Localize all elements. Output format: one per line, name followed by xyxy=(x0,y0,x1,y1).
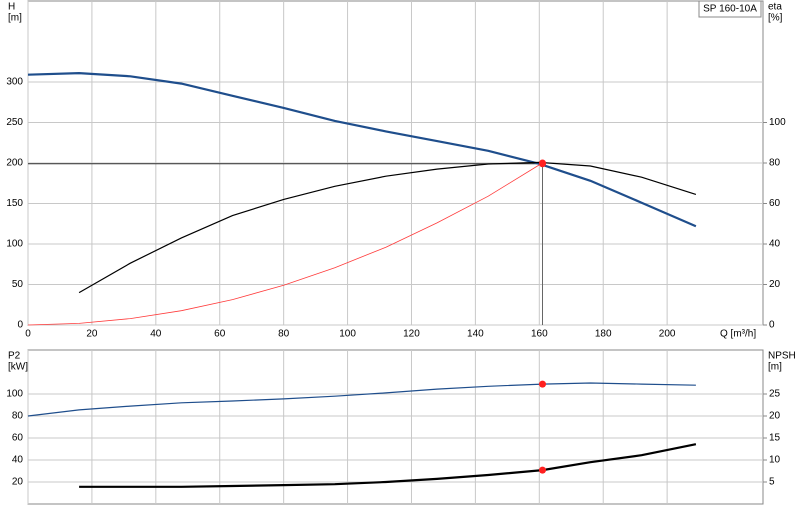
y-tick-label: 150 xyxy=(6,198,23,209)
y-axis-label: [kW] xyxy=(8,362,28,373)
x-tick-label: 100 xyxy=(339,329,356,340)
y2-tick-label: 5 xyxy=(769,477,775,488)
y-tick-label: 100 xyxy=(6,239,23,250)
y2-tick-label: 40 xyxy=(769,239,781,250)
label-box xyxy=(698,0,762,18)
duty-point xyxy=(539,159,546,167)
y-axis-label: P2 xyxy=(8,351,21,362)
y2-axis-label: NPSH xyxy=(768,351,796,362)
y-tick-label: 40 xyxy=(12,455,24,466)
y-axis-label: [m] xyxy=(8,13,22,24)
curve xyxy=(79,443,697,488)
y2-axis-label: [m] xyxy=(768,362,782,373)
x-tick-label: 160 xyxy=(531,329,548,340)
x-tick-label: 40 xyxy=(150,329,162,340)
curve xyxy=(27,382,696,417)
y2-tick-label: 20 xyxy=(769,279,781,290)
x-tick-label: 140 xyxy=(467,329,484,340)
x-tick-label: 200 xyxy=(659,329,676,340)
curve xyxy=(27,164,540,326)
x-tick-label: 180 xyxy=(595,329,612,340)
y-tick-label: 80 xyxy=(12,411,24,422)
y-tick-label: 250 xyxy=(6,117,23,128)
y-tick-label: 20 xyxy=(12,477,24,488)
y-axis-label: H xyxy=(8,2,15,13)
y2-axis-label: eta xyxy=(768,2,782,13)
y2-tick-label: 10 xyxy=(769,455,781,466)
y-tick-label: 60 xyxy=(12,433,24,444)
duty-point xyxy=(539,380,546,388)
x-tick-label: 60 xyxy=(214,329,226,340)
y-tick-label: 300 xyxy=(6,77,23,88)
curve xyxy=(27,71,697,228)
y-tick-label: 0 xyxy=(17,320,23,331)
curve xyxy=(78,161,697,294)
y2-tick-label: 20 xyxy=(769,411,781,422)
y2-tick-label: 80 xyxy=(769,158,781,169)
x-tick-label: 80 xyxy=(278,329,290,340)
x-tick-label: 120 xyxy=(403,329,420,340)
y2-tick-label: 25 xyxy=(769,389,781,400)
label-box-text: SP 160-10A xyxy=(703,4,757,15)
x-tick-label: 20 xyxy=(86,329,98,340)
y-tick-label: 200 xyxy=(6,158,23,169)
y2-tick-label: 100 xyxy=(769,117,786,128)
plot-area xyxy=(27,349,764,505)
y2-tick-label: 15 xyxy=(769,433,781,444)
y-tick-label: 50 xyxy=(12,279,24,290)
y-tick-label: 100 xyxy=(6,389,23,400)
x-axis-label: Q [m³/h] xyxy=(720,329,756,340)
y2-axis-label: [%] xyxy=(768,13,783,24)
duty-point xyxy=(539,466,546,474)
x-tick-label: 0 xyxy=(25,329,31,340)
y2-tick-label: 60 xyxy=(769,198,781,209)
y2-tick-label: 0 xyxy=(769,320,775,331)
